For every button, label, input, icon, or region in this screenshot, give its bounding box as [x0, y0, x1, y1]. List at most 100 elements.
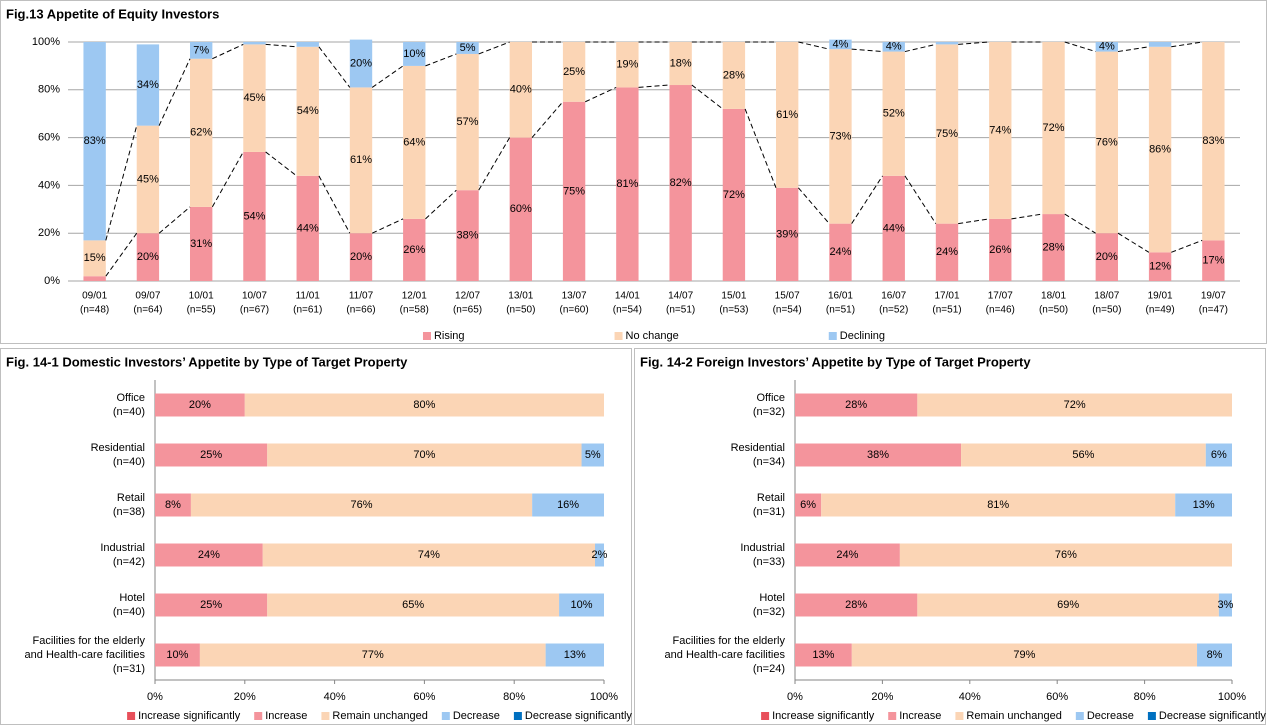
x-tick-label: 17/01: [934, 291, 959, 302]
bar-segment: [155, 493, 191, 517]
data-label: 13%: [812, 649, 834, 661]
category-label: Industrial (n=33): [740, 542, 785, 568]
x-tick-sublabel: (n=49): [1145, 305, 1174, 316]
category-name: Retail: [756, 492, 785, 504]
bar-segment: [509, 42, 533, 138]
data-label: 76%: [1055, 549, 1077, 561]
bar-segment: [989, 218, 1012, 281]
data-label: 57%: [457, 116, 479, 128]
data-label: 82%: [670, 177, 692, 189]
category-name: Retail: [116, 492, 145, 504]
sample-size: (n=32): [752, 606, 785, 618]
bar-segment: [722, 108, 746, 281]
legend-label: Decrease: [1087, 710, 1134, 722]
bar-segment: [243, 42, 266, 45]
chart-title: Fig. 14-2 Foreign Investors’ Appetite by…: [640, 354, 1031, 369]
bar-segment: [1095, 51, 1119, 234]
sample-size: (n=31): [112, 663, 145, 675]
sample-size: (n=40): [112, 606, 145, 618]
bar-segment: [821, 493, 1176, 517]
legend-label: Declining: [840, 330, 885, 342]
x-tick-label: 10/07: [242, 291, 267, 302]
data-label: 62%: [190, 127, 212, 139]
bar-segment: [1205, 443, 1232, 467]
data-label: 24%: [936, 246, 958, 258]
bar-segment: [262, 543, 596, 567]
category-name: Hotel: [119, 592, 145, 604]
category-label-box: Facilities for the elderly and Health-ca…: [4, 630, 145, 680]
connector-line: [158, 58, 191, 126]
bar-segment: [155, 443, 268, 467]
bar-segment: [83, 276, 106, 281]
data-label: 20%: [350, 251, 372, 263]
connector-line: [425, 53, 457, 67]
sample-size: (n=32): [752, 406, 785, 418]
bar-segment: [155, 393, 245, 417]
connector-line: [318, 46, 351, 88]
data-label: 10%: [571, 599, 593, 611]
data-label: 61%: [776, 109, 798, 121]
data-label: 60%: [510, 203, 532, 215]
x-tick-label: 13/07: [562, 291, 587, 302]
legend-swatch: [127, 712, 136, 720]
bar-segment: [917, 593, 1219, 617]
bar-segment: [669, 42, 692, 86]
legend-swatch: [422, 332, 431, 340]
data-label: 86%: [1149, 143, 1171, 155]
connector-line: [798, 41, 830, 50]
x-tick-label: 18/01: [1041, 291, 1066, 302]
bar-segment: [616, 42, 639, 88]
bar-segment: [882, 42, 905, 52]
data-label: 69%: [1057, 599, 1079, 611]
x-tick-sublabel: (n=60): [559, 305, 588, 316]
category-name: Residential: [730, 442, 785, 454]
x-tick-label: 15/01: [721, 291, 746, 302]
legend-swatch: [254, 712, 263, 720]
category-label: Facilities for the elderly and Health-ca…: [4, 630, 145, 680]
x-tick-label: 80%: [1134, 691, 1156, 703]
x-tick-sublabel: (n=48): [80, 305, 109, 316]
data-label: 75%: [936, 128, 958, 140]
data-label: 76%: [1096, 136, 1118, 148]
sample-size: (n=42): [112, 556, 145, 568]
category-name: Residential: [90, 442, 145, 454]
bar-segment: [581, 443, 604, 467]
data-label: 72%: [1064, 399, 1086, 411]
bar-segment: [349, 87, 373, 234]
category-name: Industrial: [740, 542, 785, 554]
data-label: 4%: [886, 41, 902, 53]
x-tick-label: 15/07: [775, 291, 800, 302]
connector-line: [1011, 213, 1043, 220]
bar-segment: [296, 46, 319, 176]
bar-segment: [1148, 42, 1172, 47]
bar-segment: [935, 223, 959, 281]
bar-segment: [1095, 42, 1119, 52]
x-tick-label: 80%: [503, 691, 525, 703]
bar-segment: [669, 85, 692, 282]
x-tick-label: 16/01: [828, 291, 853, 302]
bar-segment: [456, 190, 479, 281]
bar-segment: [935, 42, 959, 45]
legend-label: Rising: [434, 330, 465, 342]
category-label-box: Office (n=40): [4, 380, 145, 430]
x-tick-label: 09/07: [135, 291, 160, 302]
bar-segment: [1202, 240, 1225, 281]
x-tick-sublabel: (n=50): [506, 305, 535, 316]
sample-size: (n=34): [752, 456, 785, 468]
x-tick-label: 20%: [234, 691, 256, 703]
legend: Increase significantly Increase Remain unc…: [761, 710, 1266, 722]
category-name: Industrial: [100, 542, 145, 554]
bar-segment: [456, 42, 479, 54]
bar-segment: [199, 643, 546, 667]
connector-line: [371, 218, 404, 234]
legend-swatch: [441, 712, 450, 720]
x-tick-label: 60%: [1046, 691, 1068, 703]
bar-segment: [795, 593, 918, 617]
bar-segment: [1042, 42, 1065, 215]
x-tick-label: 09/01: [82, 291, 107, 302]
bar-segment: [795, 443, 962, 467]
connector-line: [1117, 46, 1149, 53]
data-label: 28%: [845, 599, 867, 611]
bar-segment: [189, 58, 213, 207]
